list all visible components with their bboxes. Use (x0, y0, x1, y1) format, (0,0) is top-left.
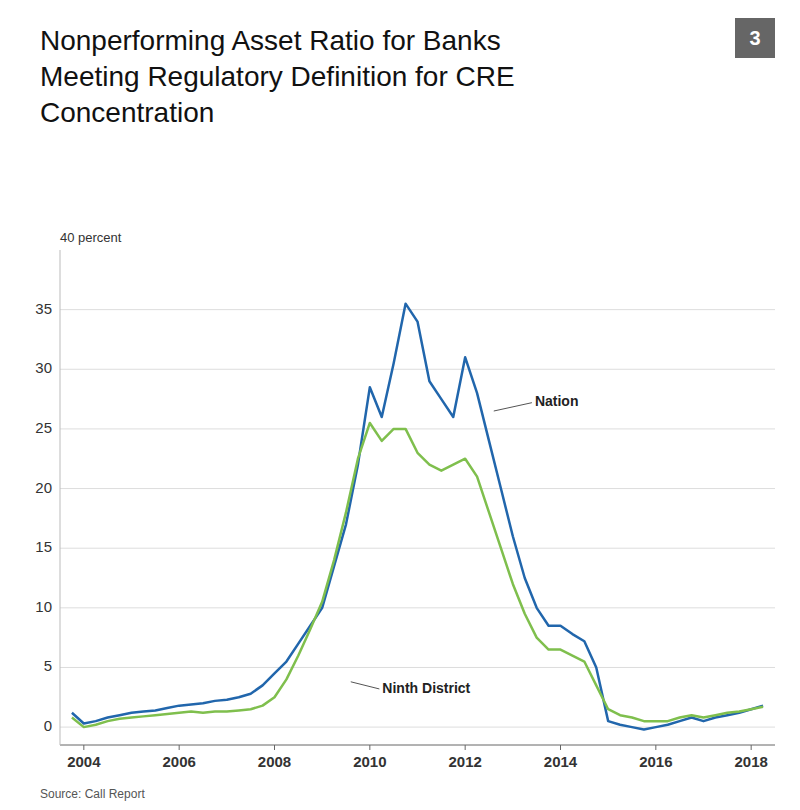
grid-line (60, 607, 775, 608)
source: Source: Call Report (40, 787, 145, 801)
x-tick-label: 2006 (162, 753, 195, 770)
series-line (72, 423, 763, 727)
y-tick-label: 5 (44, 657, 52, 674)
x-tick-label: 2012 (448, 753, 481, 770)
grid-line (60, 369, 775, 370)
annotation-leader (494, 403, 532, 411)
annotation: Nation (535, 393, 579, 409)
y-tick-label: 10 (35, 598, 52, 615)
y-axis-label: 40 percent (60, 230, 122, 245)
y-axis-line (60, 250, 61, 745)
x-tick-label: 2018 (734, 753, 767, 770)
figure-number: 3 (749, 27, 760, 49)
grid-line (60, 428, 775, 429)
figure-badge: 3 (735, 18, 775, 58)
x-tick (274, 745, 275, 750)
plot-area (72, 304, 763, 730)
x-tick (369, 745, 370, 750)
y-tick-label: 25 (35, 419, 52, 436)
x-tick (655, 745, 656, 750)
x-tick-label: 2016 (639, 753, 672, 770)
x-tick (179, 745, 180, 750)
y-tick-label: 0 (44, 717, 52, 734)
badge-box (735, 18, 775, 58)
grid-line (60, 667, 775, 668)
x-tick (465, 745, 466, 750)
x-tick-label: 2010 (353, 753, 386, 770)
annotation-leader (351, 682, 380, 689)
y-tick-label: 20 (35, 479, 52, 496)
grid-line (60, 309, 775, 310)
annotation: Ninth District (382, 680, 470, 696)
x-tick (83, 745, 84, 750)
x-axis-line (60, 745, 775, 746)
grid-line (60, 488, 775, 489)
y-tick-label: 15 (35, 538, 52, 555)
x-tick (560, 745, 561, 750)
grid-line (60, 548, 775, 549)
x-tick-label: 2004 (67, 753, 101, 770)
y-tick-label: 30 (35, 359, 52, 376)
x-tick-label: 2014 (544, 753, 578, 770)
series-line (72, 304, 763, 730)
x-tick-label: 2008 (258, 753, 291, 770)
chart: Nonperforming Asset Ratio for BanksMeeti… (0, 0, 800, 810)
title: Nonperforming Asset Ratio for BanksMeeti… (40, 25, 515, 128)
x-tick (751, 745, 752, 750)
grid-line (60, 727, 775, 728)
grid (60, 310, 775, 727)
y-tick-label: 35 (35, 300, 52, 317)
